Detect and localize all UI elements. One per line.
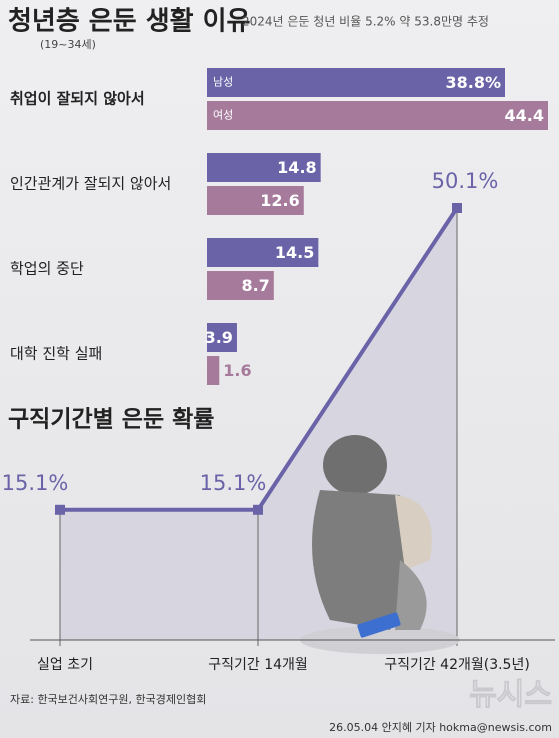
point: [55, 504, 65, 515]
bar: [207, 238, 319, 267]
source: 자료: 한국보건사회연구원, 한국경제인협회: [10, 693, 206, 706]
bar: [207, 356, 220, 385]
category-label: 대학 진학 실패: [10, 345, 102, 363]
arm: [395, 495, 432, 570]
bar: [207, 323, 237, 352]
category-label: 인간관계가 잘되지 않아서: [10, 175, 171, 193]
legend-label: 여성: [213, 109, 233, 122]
category-label: 취업이 잘되지 않아서: [10, 90, 145, 108]
value-label: 44.4: [505, 106, 544, 125]
point: [452, 203, 462, 213]
value-label: 8.7: [241, 276, 269, 295]
head: [323, 435, 387, 495]
legend-label: 남성: [213, 76, 233, 89]
category-label: 학업의 중단: [10, 260, 84, 278]
value-label: 15.1%: [200, 471, 267, 495]
value-label: 12.6: [260, 191, 299, 210]
phone: [357, 612, 401, 638]
bar: [207, 186, 304, 215]
age-note: (19~34세): [40, 38, 96, 51]
credit: 26.05.04 안지혜 기자 hokma@newsis.com: [329, 721, 552, 734]
bar: [207, 101, 548, 130]
title: 청년층 은둔 생활 이유: [8, 7, 251, 37]
line-title: 구직기간별 은둔 확률: [8, 407, 214, 433]
body: [312, 490, 408, 630]
bar: [207, 153, 321, 182]
value-label: 50.1%: [432, 169, 499, 193]
illustration: [300, 435, 460, 654]
x-tick-label: 구직기간 14개월: [208, 657, 308, 673]
value-label: 1.6: [223, 361, 251, 380]
watermark: 뉴시스: [469, 678, 552, 713]
x-tick-label: 실업 초기: [37, 657, 93, 673]
value-label: 15.1%: [2, 471, 69, 495]
legs: [395, 560, 427, 630]
value-label: 38.8%: [445, 73, 501, 92]
value-label: 14.5: [275, 243, 314, 262]
x-tick-label: 구직기간 42개월(3.5년): [384, 657, 530, 673]
subtitle: 2024년 은둔 청년 비율 5.2% 약 53.8만명 추정: [242, 14, 489, 29]
point: [253, 504, 263, 515]
bar: [207, 68, 505, 97]
value-label: 3.9: [205, 328, 233, 347]
value-label: 14.8: [277, 158, 316, 177]
bar: [207, 271, 274, 300]
